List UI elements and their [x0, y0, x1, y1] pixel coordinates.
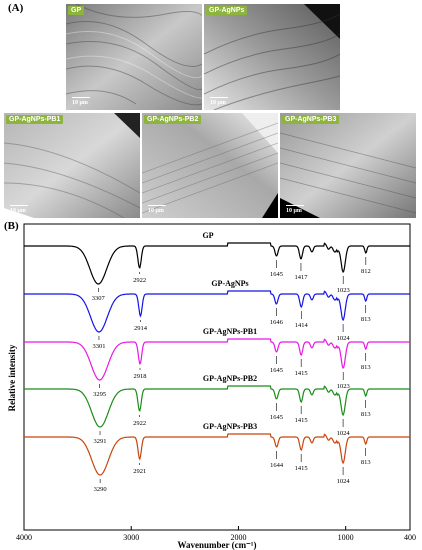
- peak-label: 1645: [270, 271, 283, 278]
- scale-bar: 10 μm: [148, 204, 166, 214]
- peak-label: 1024: [337, 335, 351, 342]
- peak-label: 813: [361, 364, 371, 371]
- sem-image-gp-agnps: GP-AgNPs 10 μm: [204, 4, 340, 110]
- peak-label: 3290: [94, 486, 107, 493]
- peak-label: 2922: [133, 277, 146, 284]
- peak-label: 1023: [337, 287, 350, 294]
- series-label: GP-AgNPs-PB1: [203, 327, 257, 336]
- x-tick-label: 400: [404, 533, 416, 542]
- series-line: [24, 433, 410, 476]
- sem-image-gp-agnps-pb3: GP-AgNPs-PB3 10 μm: [280, 113, 416, 218]
- series-line: [24, 338, 410, 381]
- series-label: GP-AgNPs: [211, 279, 248, 288]
- peak-label: 812: [361, 268, 371, 275]
- peak-label: 2922: [133, 420, 146, 427]
- series-label: GP-AgNPs-PB2: [203, 374, 257, 383]
- x-axis-label: Wavenumber (cm⁻¹): [177, 540, 256, 550]
- series-line: [24, 290, 410, 333]
- peak-label: 813: [361, 316, 371, 323]
- scale-bar: 10 μm: [72, 96, 90, 106]
- peak-label: 3307: [92, 295, 106, 302]
- sem-image-gp: GP 10 μm: [66, 4, 202, 110]
- peak-label: 2914: [134, 325, 148, 332]
- peak-label: 1415: [295, 370, 308, 377]
- peak-label: 2921: [133, 468, 146, 475]
- series-label: GP: [202, 231, 213, 240]
- peak-label: 3301: [92, 343, 105, 350]
- peak-label: 1415: [295, 465, 308, 472]
- peak-label: 3295: [93, 391, 106, 398]
- x-tick-label: 1000: [338, 533, 354, 542]
- peak-label: 1023: [337, 383, 350, 390]
- sem-texture: [280, 113, 416, 218]
- peak-label: 1644: [270, 462, 284, 469]
- peak-label: 1417: [294, 274, 308, 281]
- series-line: [24, 385, 410, 428]
- peak-label: 1414: [295, 322, 309, 329]
- sem-image-gp-agnps-pb1: GP-AgNPs-PB1 10 μm: [4, 113, 140, 218]
- x-tick-label: 3000: [123, 533, 139, 542]
- sem-label: GP-AgNPs: [206, 6, 248, 15]
- series-line: [24, 242, 410, 285]
- plot-frame: [23, 223, 411, 531]
- sem-label: GP-AgNPs-PB1: [6, 115, 64, 124]
- peak-label: 3291: [94, 438, 107, 445]
- sem-label: GP-AgNPs-PB2: [144, 115, 202, 124]
- sem-texture: [204, 4, 340, 110]
- sem-label: GP-AgNPs-PB3: [282, 115, 340, 124]
- sem-label: GP: [68, 6, 85, 15]
- scale-bar: 10 μm: [286, 204, 304, 214]
- scale-bar: 10 μm: [10, 204, 28, 214]
- peak-label: 2918: [134, 373, 147, 380]
- peak-label: 1645: [270, 367, 283, 374]
- sem-image-gp-agnps-pb2: GP-AgNPs-PB2 10 μm: [142, 113, 278, 218]
- sem-texture: [142, 113, 278, 218]
- ftir-chart: GP 3307 2922 1645 1417 1023 812 GP-AgNPs 3301 291…: [7, 223, 416, 550]
- peak-label: 1024: [337, 430, 351, 437]
- scale-bar: 10 μm: [210, 96, 228, 106]
- peak-label: 813: [361, 411, 371, 418]
- peak-label: 1415: [295, 417, 308, 424]
- peak-label: 813: [361, 459, 371, 466]
- series-label: GP-AgNPs-PB3: [203, 422, 257, 431]
- peak-label: 1024: [337, 478, 351, 485]
- peak-label: 1646: [270, 319, 284, 326]
- y-axis-label: Relative intensity: [7, 344, 17, 411]
- panel-a-label: (A): [8, 2, 24, 14]
- peak-label: 1645: [270, 414, 283, 421]
- sem-texture: [4, 113, 140, 218]
- sem-texture: [66, 4, 202, 110]
- x-tick-label: 4000: [16, 533, 32, 542]
- x-tick-label: 2000: [230, 533, 246, 542]
- panel-b-label: (B): [4, 220, 19, 232]
